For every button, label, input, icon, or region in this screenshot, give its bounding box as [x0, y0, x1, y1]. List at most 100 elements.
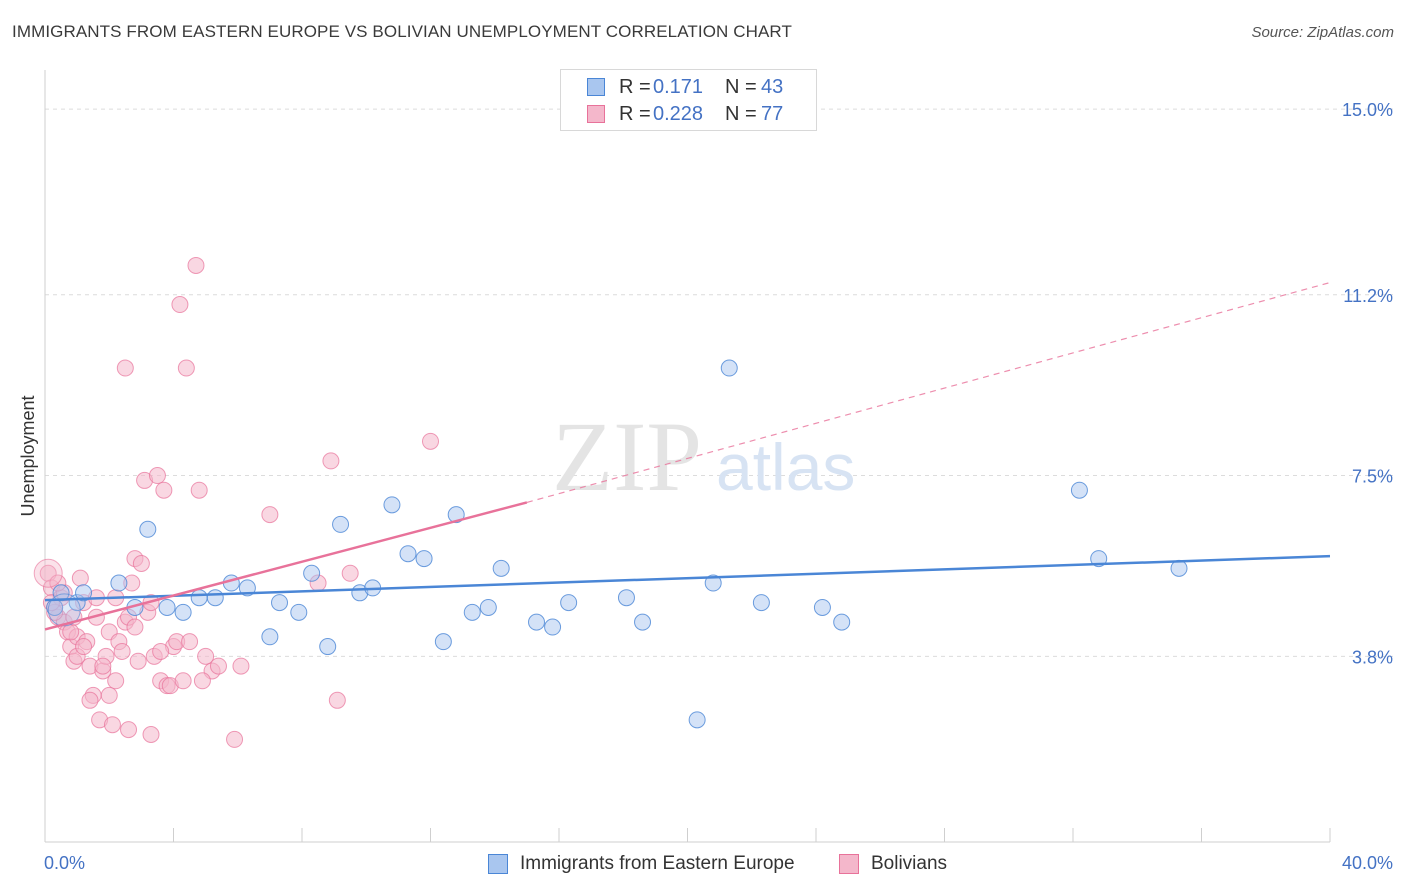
legend-r-key: R = — [619, 75, 651, 98]
x-tick-labels: 0.0% 40.0% — [44, 853, 1393, 873]
data-point-eastern-europe — [271, 594, 289, 612]
data-point-bolivians — [132, 554, 150, 572]
series-swatch-blue — [488, 854, 508, 874]
data-point-bolivians — [81, 691, 99, 709]
data-point-eastern-europe — [47, 593, 81, 627]
y-axis-title: Unemployment — [18, 395, 38, 516]
source-label: Source: ZipAtlas.com — [1251, 24, 1394, 41]
series-legend-eastern-europe[interactable]: Immigrants from Eastern Europe — [488, 852, 795, 876]
data-point-eastern-europe — [303, 564, 321, 582]
data-point-eastern-europe — [634, 613, 652, 631]
data-point-eastern-europe — [617, 589, 635, 607]
data-point-bolivians — [120, 721, 138, 739]
data-point-bolivians — [33, 558, 63, 588]
legend-swatch-pink — [587, 105, 605, 123]
data-point-bolivians — [152, 642, 170, 660]
data-point-eastern-europe — [434, 633, 452, 651]
y-tick-labels: 3.8% 7.5% 11.2% 15.0% — [1342, 100, 1393, 667]
data-point-bolivians — [232, 657, 250, 675]
series-legend-bolivians[interactable]: Bolivians — [839, 852, 947, 876]
legend-swatch-blue — [587, 78, 605, 96]
data-point-bolivians — [107, 672, 125, 690]
trend-line-eastern-europe — [44, 554, 1331, 602]
data-point-bolivians — [226, 730, 244, 748]
gridlines — [45, 108, 1395, 657]
data-point-bolivians — [116, 359, 134, 377]
legend-row-eastern-europe: R = 0.171 N = 43 — [587, 75, 783, 99]
data-point-eastern-europe — [261, 628, 279, 646]
data-point-eastern-europe — [463, 603, 481, 621]
data-point-bolivians — [322, 452, 340, 470]
data-point-bolivians — [177, 359, 195, 377]
data-point-bolivians — [187, 256, 205, 274]
y-tick-label: 3.8% — [1352, 647, 1393, 667]
data-point-eastern-europe — [332, 515, 350, 533]
watermark-atlas: atlas — [716, 430, 855, 504]
data-point-bolivians — [75, 638, 93, 656]
legend-n-value: 77 — [761, 102, 784, 125]
data-point-bolivians — [94, 657, 112, 675]
trend-line-bolivians — [44, 501, 528, 631]
legend-r-value: 0.171 — [653, 75, 704, 98]
legend-r-value: 0.228 — [653, 102, 704, 125]
watermark: ZIP atlas — [552, 401, 855, 512]
data-point-bolivians — [103, 716, 121, 734]
data-point-bolivians — [197, 647, 215, 665]
data-point-eastern-europe — [139, 520, 157, 538]
data-point-eastern-europe — [399, 545, 417, 563]
series-label: Immigrants from Eastern Europe — [520, 853, 795, 874]
data-point-bolivians — [193, 672, 211, 690]
data-point-eastern-europe — [206, 589, 224, 607]
watermark-zip: ZIP — [552, 401, 702, 512]
data-point-bolivians — [190, 481, 208, 499]
data-point-eastern-europe — [1170, 559, 1188, 577]
data-point-eastern-europe — [319, 638, 337, 656]
data-point-bolivians — [328, 691, 346, 709]
data-point-eastern-europe — [720, 359, 738, 377]
data-point-bolivians — [181, 633, 199, 651]
data-point-bolivians — [171, 296, 189, 314]
data-point-bolivians — [71, 569, 89, 587]
data-point-eastern-europe — [544, 618, 562, 636]
data-point-bolivians — [261, 506, 279, 524]
data-point-bolivians — [148, 467, 166, 485]
series-swatch-pink — [839, 854, 859, 874]
data-point-eastern-europe — [688, 711, 706, 729]
data-point-bolivians — [155, 481, 173, 499]
correlation-legend: R = 0.171 N = 43 R = 0.228 N = 77 — [560, 69, 817, 131]
y-tick-label: 15.0% — [1342, 100, 1393, 120]
data-point-eastern-europe — [383, 496, 401, 514]
data-point-eastern-europe — [447, 506, 465, 524]
data-point-eastern-europe — [158, 598, 176, 616]
data-point-eastern-europe — [174, 603, 192, 621]
data-point-bolivians — [126, 618, 144, 636]
legend-n-key: N = — [725, 75, 757, 98]
data-point-eastern-europe — [704, 574, 722, 592]
data-point-bolivians — [142, 726, 160, 744]
trend-lines — [44, 281, 1331, 631]
data-point-eastern-europe — [190, 589, 208, 607]
y-tick-label: 7.5% — [1352, 467, 1393, 487]
data-point-eastern-europe — [1090, 550, 1108, 568]
data-point-bolivians — [113, 642, 131, 660]
data-point-eastern-europe — [479, 598, 497, 616]
series-label: Bolivians — [871, 853, 948, 874]
data-point-eastern-europe — [110, 574, 128, 592]
legend-n-key: N = — [725, 102, 757, 125]
x-tick-label: 0.0% — [44, 853, 85, 873]
data-point-bolivians — [100, 686, 118, 704]
axes — [44, 70, 1331, 843]
eastern-europe-points — [46, 359, 1188, 729]
data-point-eastern-europe — [833, 613, 851, 631]
data-point-eastern-europe — [528, 613, 546, 631]
legend-row-bolivians: R = 0.228 N = 77 — [587, 102, 783, 126]
x-tick-label: 40.0% — [1342, 853, 1393, 873]
data-point-eastern-europe — [1070, 481, 1088, 499]
data-point-bolivians — [209, 657, 227, 675]
bolivians-points — [33, 256, 439, 748]
data-point-bolivians — [129, 652, 147, 670]
data-point-bolivians — [422, 432, 439, 450]
data-point-eastern-europe — [492, 559, 510, 577]
data-point-eastern-europe — [752, 594, 770, 612]
